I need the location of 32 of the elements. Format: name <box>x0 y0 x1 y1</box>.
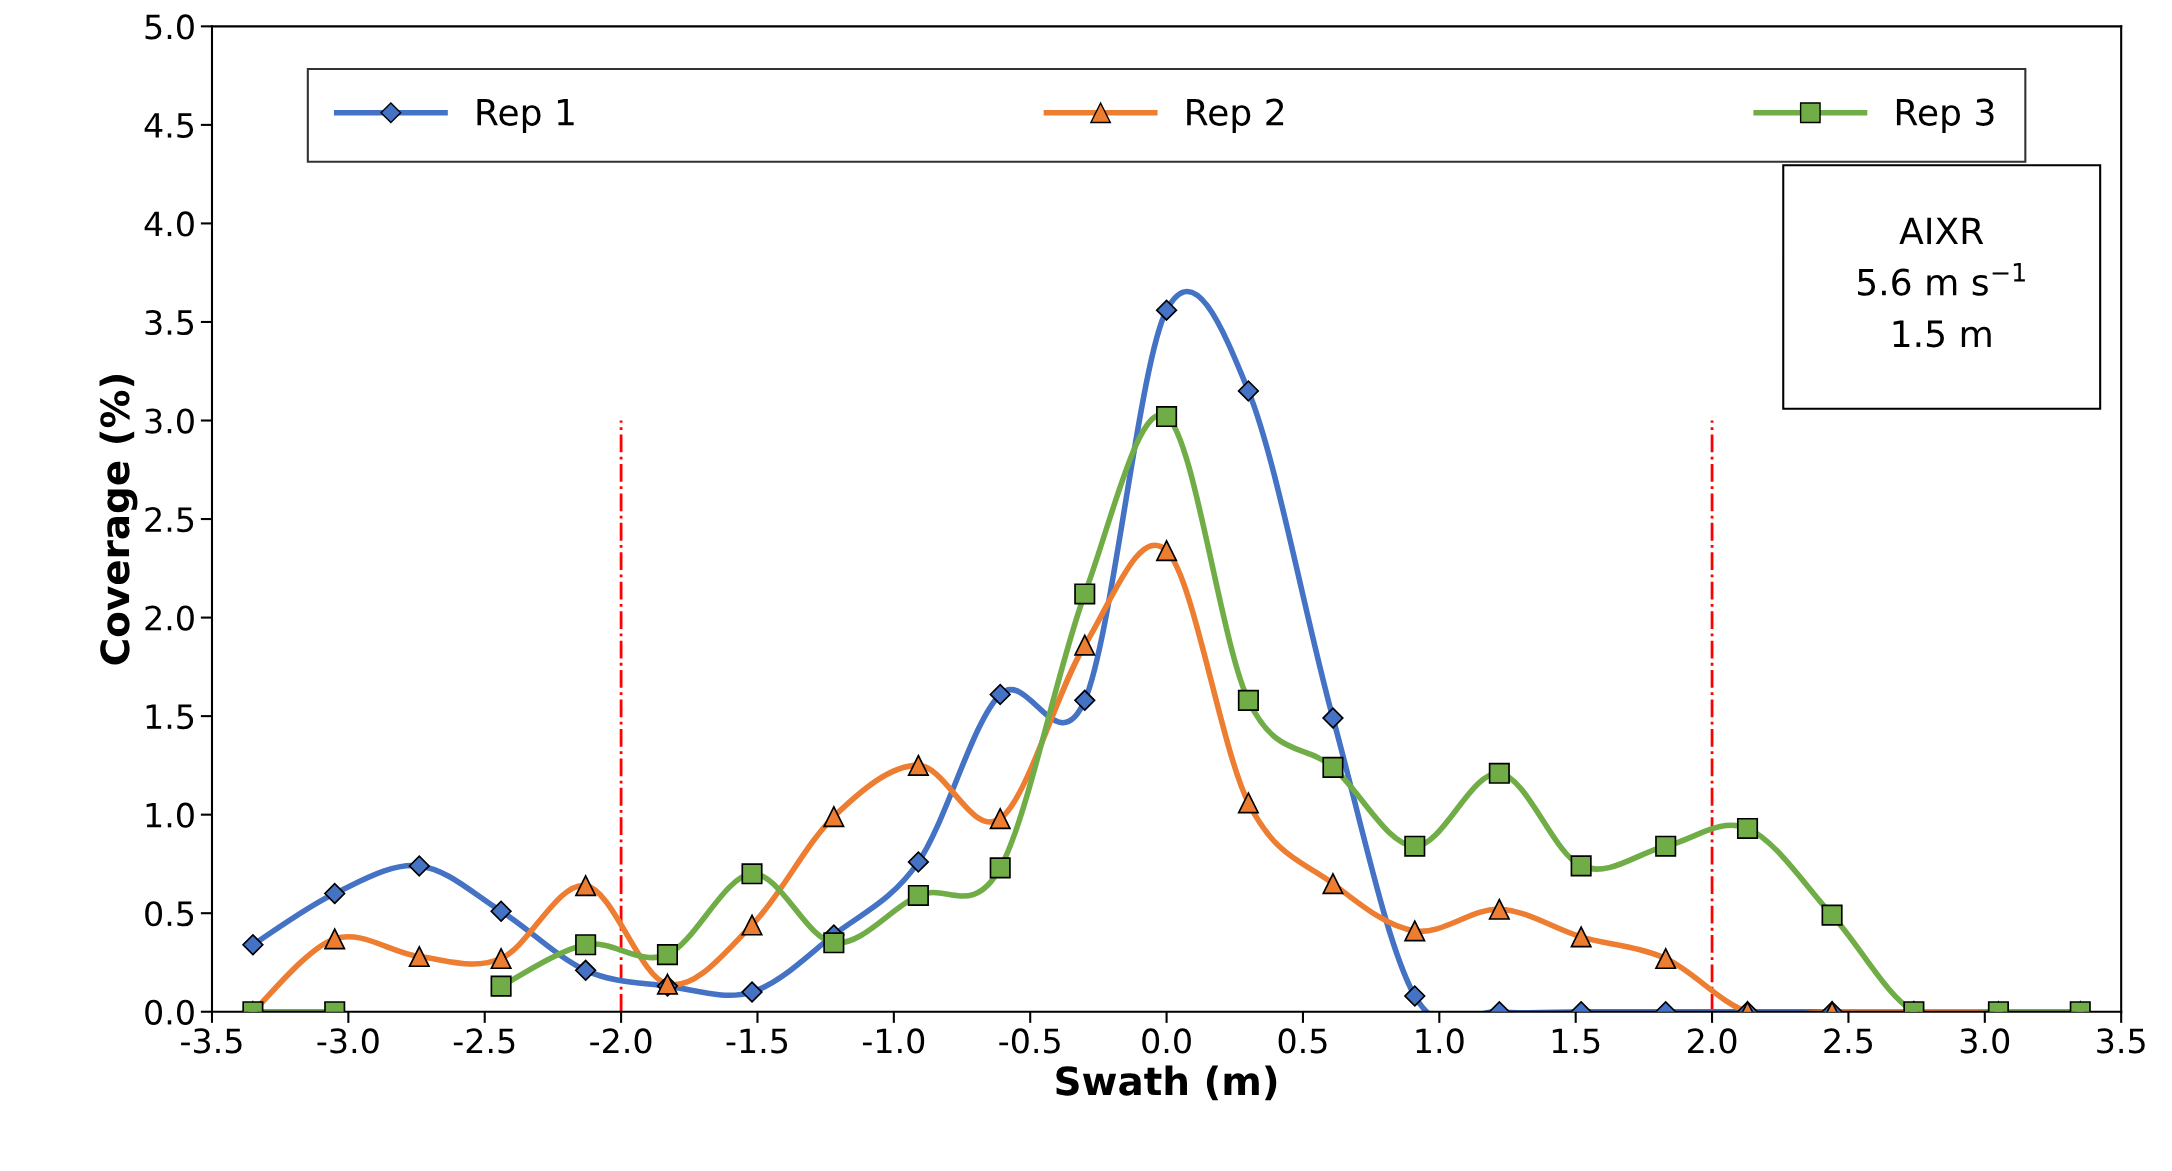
y-tick-label: 2.0 <box>145 605 194 631</box>
x-tick-label: -0.5 <box>999 1028 1060 1054</box>
y-tick-label: 1.0 <box>146 802 194 828</box>
x-tick-label: -1.5 <box>726 1028 788 1054</box>
x-tick-label: -2.5 <box>453 1028 515 1054</box>
y-tick-label: 2.5 <box>145 506 194 533</box>
legend-label: Rep 3 <box>1896 98 1994 133</box>
text: AIXR 5.6 m s$^{−1}$ 1.5 m <box>1858 217 2025 348</box>
x-tick-label: 1.5 <box>1552 1028 1600 1054</box>
x-tick-label: -3.5 <box>181 1028 242 1054</box>
x-tick-label: 0.5 <box>1278 1028 1327 1054</box>
y-tick-label: 0.5 <box>145 901 194 927</box>
x-tick-label: 2.5 <box>1824 1028 1873 1054</box>
y-tick-label: 1.5 <box>146 704 194 730</box>
y-tick-label: 3.0 <box>145 408 194 434</box>
y-axis-title: Coverage (%) <box>99 375 138 665</box>
x-tick-label: -2.0 <box>590 1028 652 1054</box>
x-tick-label: 2.0 <box>1688 1028 1737 1054</box>
x-tick-label: 1.0 <box>1416 1028 1464 1054</box>
legend-label: Rep 2 <box>1187 98 1284 133</box>
x-tick-label: 3.0 <box>1960 1028 2010 1054</box>
x-axis-title: Swath (m) <box>1056 1065 1277 1101</box>
x-tick-label: 0.0 <box>1142 1028 1191 1054</box>
legend-label: Rep 1 <box>477 99 574 133</box>
y-tick-label: 5.0 <box>145 14 194 40</box>
y-tick-label: 4.0 <box>144 211 194 237</box>
x-tick-label: -1.0 <box>862 1028 925 1054</box>
y-tick-label: 4.5 <box>144 113 194 139</box>
y-tick-label: 0.0 <box>145 999 194 1025</box>
y-tick-label: 3.5 <box>145 309 194 336</box>
x-tick-label: 3.5 <box>2097 1028 2145 1054</box>
x-tick-label: -3.0 <box>317 1028 379 1054</box>
